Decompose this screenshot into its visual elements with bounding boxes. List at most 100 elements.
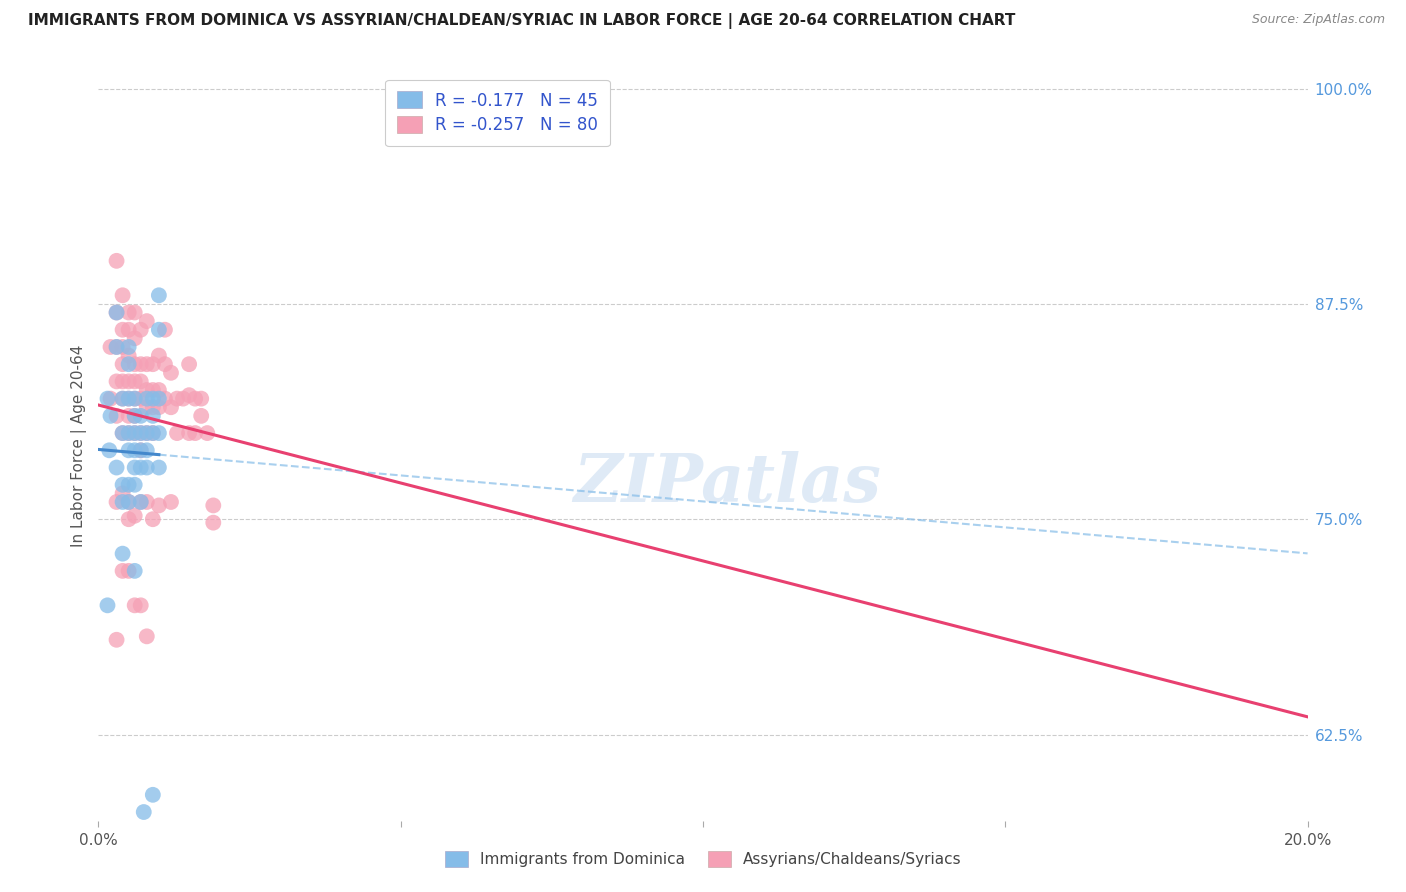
Point	[135, 401, 157, 415]
Point	[179, 426, 201, 441]
Point	[153, 392, 176, 406]
Point	[111, 288, 134, 302]
Point	[129, 460, 152, 475]
Point	[124, 392, 146, 406]
Point	[135, 443, 157, 458]
Point	[135, 357, 157, 371]
Point	[111, 486, 134, 500]
Point	[105, 305, 128, 319]
Point	[135, 392, 157, 406]
Point	[142, 357, 165, 371]
Point	[166, 426, 188, 441]
Point	[98, 443, 121, 458]
Point	[148, 323, 170, 337]
Point	[148, 383, 170, 397]
Legend: Immigrants from Dominica, Assyrians/Chaldeans/Syriacs: Immigrants from Dominica, Assyrians/Chal…	[439, 845, 967, 873]
Point	[118, 477, 141, 491]
Point	[111, 392, 134, 406]
Point	[142, 426, 165, 441]
Point	[118, 357, 141, 371]
Point	[118, 349, 141, 363]
Point	[105, 460, 128, 475]
Point	[105, 409, 128, 423]
Point	[111, 426, 134, 441]
Point	[124, 305, 146, 319]
Point	[111, 426, 134, 441]
Text: IMMIGRANTS FROM DOMINICA VS ASSYRIAN/CHALDEAN/SYRIAC IN LABOR FORCE | AGE 20-64 : IMMIGRANTS FROM DOMINICA VS ASSYRIAN/CHA…	[28, 13, 1015, 29]
Point	[124, 443, 146, 458]
Point	[135, 426, 157, 441]
Point	[148, 499, 170, 513]
Point	[135, 426, 157, 441]
Point	[124, 508, 146, 523]
Point	[148, 349, 170, 363]
Point	[118, 495, 141, 509]
Point	[124, 426, 146, 441]
Point	[153, 323, 176, 337]
Point	[129, 599, 152, 613]
Point	[160, 401, 183, 415]
Point	[129, 426, 152, 441]
Point	[100, 409, 122, 423]
Point	[118, 392, 141, 406]
Point	[179, 357, 201, 371]
Point	[124, 426, 146, 441]
Point	[142, 383, 165, 397]
Point	[111, 323, 134, 337]
Point	[129, 426, 152, 441]
Point	[124, 357, 146, 371]
Point	[129, 443, 152, 458]
Point	[105, 632, 128, 647]
Point	[105, 340, 128, 354]
Point	[172, 392, 194, 406]
Point	[129, 375, 152, 389]
Point	[190, 392, 212, 406]
Point	[129, 495, 152, 509]
Point	[111, 357, 134, 371]
Point	[111, 495, 134, 509]
Point	[100, 392, 122, 406]
Point	[96, 599, 118, 613]
Point	[166, 392, 188, 406]
Point	[100, 340, 122, 354]
Point	[105, 375, 128, 389]
Point	[118, 409, 141, 423]
Point	[142, 426, 165, 441]
Point	[129, 357, 152, 371]
Point	[124, 409, 146, 423]
Point	[118, 564, 141, 578]
Point	[118, 340, 141, 354]
Point	[160, 366, 183, 380]
Point	[118, 426, 141, 441]
Point	[190, 409, 212, 423]
Point	[184, 426, 207, 441]
Point	[135, 495, 157, 509]
Point	[124, 409, 146, 423]
Point	[129, 443, 152, 458]
Point	[105, 495, 128, 509]
Point	[111, 564, 134, 578]
Point	[135, 629, 157, 643]
Point	[124, 477, 146, 491]
Point	[111, 375, 134, 389]
Point	[160, 495, 183, 509]
Point	[118, 323, 141, 337]
Point	[124, 599, 146, 613]
Point	[142, 401, 165, 415]
Point	[129, 409, 152, 423]
Text: Source: ZipAtlas.com: Source: ZipAtlas.com	[1251, 13, 1385, 27]
Point	[118, 512, 141, 526]
Point	[148, 426, 170, 441]
Point	[179, 388, 201, 402]
Point	[118, 443, 141, 458]
Point	[148, 460, 170, 475]
Point	[111, 392, 134, 406]
Point	[153, 357, 176, 371]
Point	[148, 401, 170, 415]
Point	[202, 516, 225, 530]
Point	[118, 426, 141, 441]
Point	[111, 340, 134, 354]
Point	[142, 392, 165, 406]
Point	[118, 495, 141, 509]
Point	[124, 460, 146, 475]
